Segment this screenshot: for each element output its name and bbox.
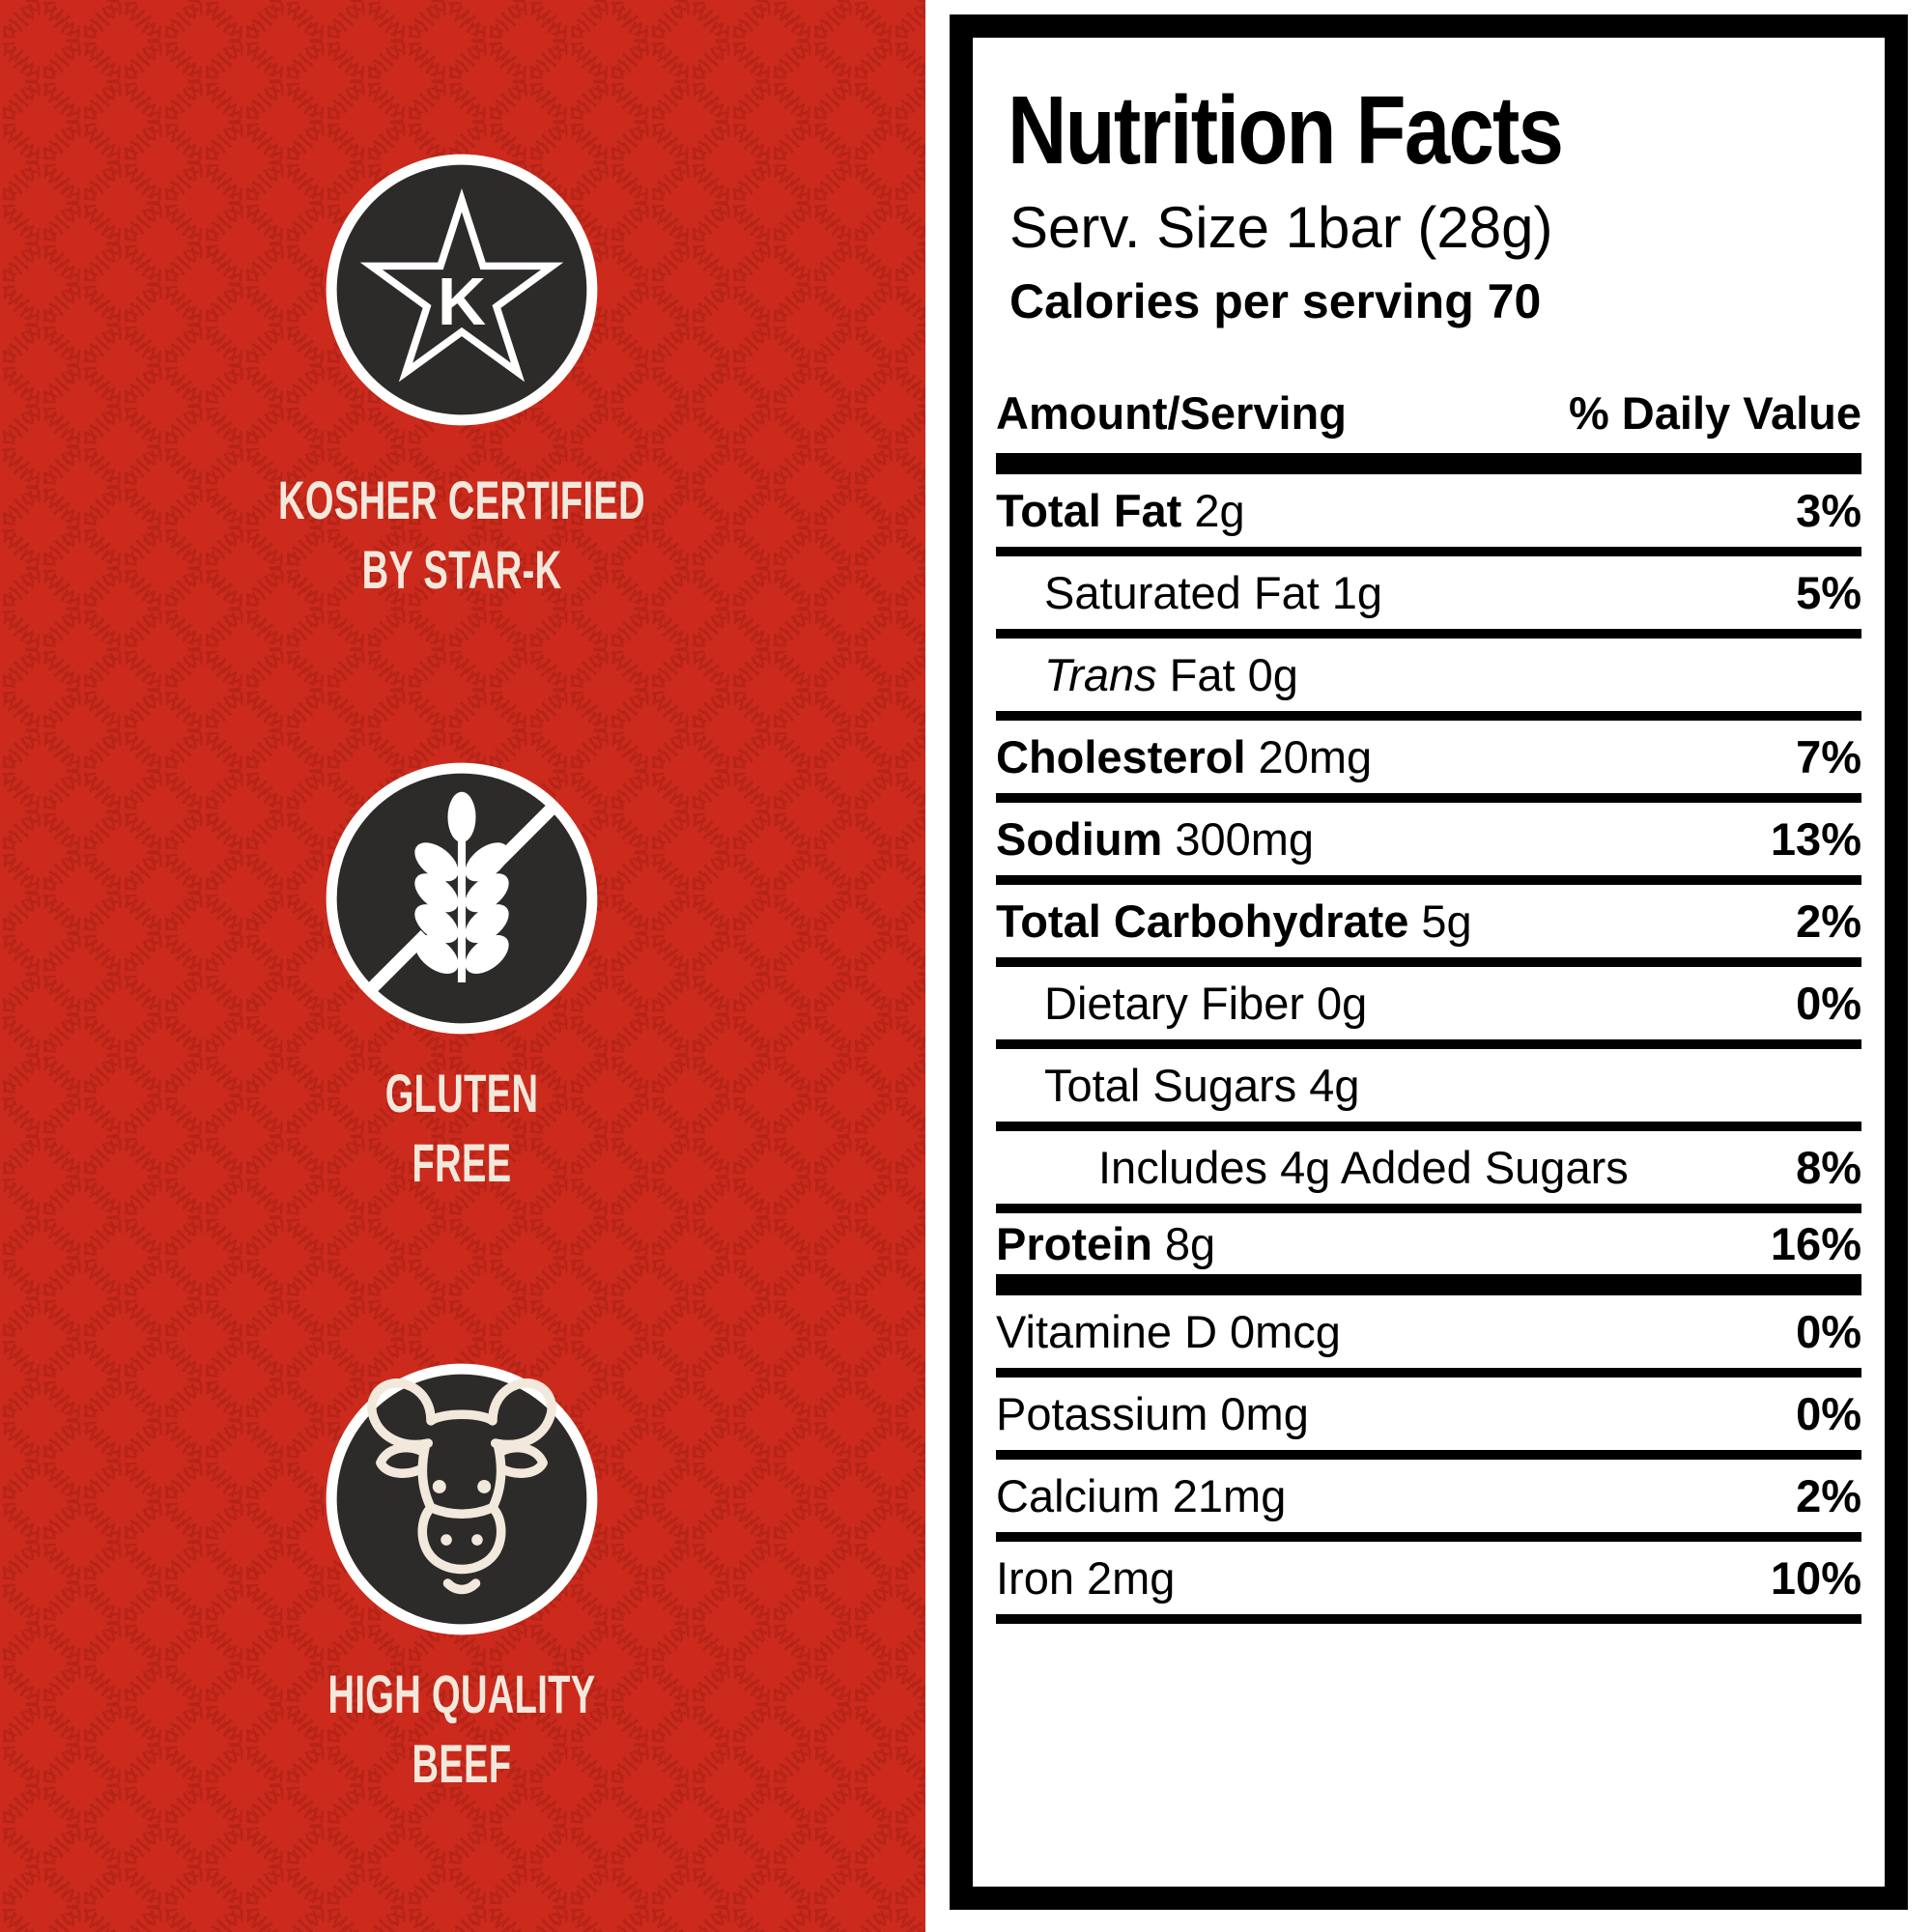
nutrient-amount: 0g [1247, 649, 1298, 700]
daily-value: 2% [1796, 895, 1861, 947]
beef-caption: HIGH QUALITY BEEF [166, 1660, 757, 1799]
nutrient-amount: 20mg [1258, 731, 1373, 782]
nutrient-name: Includes 4g Added Sugars [1098, 1142, 1629, 1193]
nutrient-amount: 4g [1309, 1060, 1360, 1111]
nutrition-facts-label: Nutrition Facts Serv. Size 1bar (28g) Ca… [950, 14, 1908, 1910]
calories-line: Calories per serving 70 [1009, 274, 1542, 328]
columns-header: Amount/Serving % Daily Value [996, 386, 1861, 440]
nutrient-name: Cholesterol [996, 731, 1246, 782]
nutrient-name: Vitamine D [996, 1306, 1218, 1357]
nutrient-name: Sodium [996, 813, 1163, 865]
nutrition-row-potassium: Potassium 0mg 0% [996, 1378, 1861, 1460]
gluten-caption-line1: GLUTEN [384, 1063, 539, 1123]
nutrition-row-cholesterol: Cholesterol 20mg 7% [996, 721, 1861, 803]
serving-size: Serv. Size 1bar (28g) [1009, 195, 1553, 260]
daily-value: 2% [1796, 1470, 1861, 1521]
nutrient-amount: 2mg [1087, 1552, 1176, 1604]
daily-value: 13% [1770, 813, 1861, 865]
nutrient-amount: 300mg [1175, 813, 1315, 865]
nutrient-name: Fat [1169, 649, 1236, 700]
gluten-free-icon [326, 762, 598, 1035]
kosher-badge: K [322, 150, 602, 430]
daily-value: 5% [1796, 567, 1861, 618]
nutrient-name: Potassium [996, 1388, 1208, 1439]
kosher-caption-line1: KOSHER CERTIFIED [278, 469, 645, 530]
header-divider-bar [996, 453, 1861, 474]
beef-caption-line1: HIGH QUALITY [327, 1663, 596, 1724]
star-outline [359, 187, 564, 383]
nutrient-name: Saturated Fat [1044, 567, 1320, 618]
nutrition-row-total-sugars: Total Sugars 4g [996, 1049, 1861, 1131]
daily-value: 8% [1796, 1142, 1861, 1193]
nutrition-row-vitamin-d: Vitamine D 0mcg 0% [996, 1295, 1861, 1378]
nutrient-amount: 2g [1194, 485, 1245, 536]
nutrient-amount: 8g [1164, 1218, 1216, 1269]
nutrient-name: Dietary Fiber [1044, 978, 1305, 1029]
nutrient-name: Iron [996, 1552, 1074, 1604]
nutrient-amount: 0mcg [1230, 1306, 1341, 1357]
no-slash-icon [367, 804, 556, 993]
star-k-icon: K [326, 154, 598, 426]
daily-value: 7% [1796, 731, 1861, 782]
nutrition-row-total-carbohydrate: Total Carbohydrate 5g 2% [996, 885, 1861, 967]
nutrient-amount: 5g [1421, 895, 1472, 947]
nutrition-row-total-fat: Total Fat 2g 3% [996, 474, 1861, 556]
nutrient-amount: 0mg [1220, 1388, 1309, 1439]
nutrient-name: Total Sugars [1044, 1060, 1297, 1111]
nutrition-row-trans-fat: Trans Fat 0g [996, 639, 1861, 721]
amount-serving-header: Amount/Serving [996, 387, 1347, 439]
kosher-k-letter: K [438, 264, 486, 339]
gluten-free-badge [322, 758, 602, 1038]
gluten-free-caption: GLUTEN FREE [166, 1059, 757, 1198]
nutrition-row-sodium: Sodium 300mg 13% [996, 803, 1861, 885]
daily-value: 0% [1796, 978, 1861, 1029]
wheat-icon [414, 791, 509, 982]
nutrient-amount: 21mg [1172, 1470, 1287, 1521]
nutrition-row-calcium: Calcium 21mg 2% [996, 1460, 1861, 1542]
nutrient-name: Total Fat [996, 485, 1182, 536]
daily-value: 0% [1796, 1388, 1861, 1439]
bull-icon [326, 1363, 598, 1635]
daily-value-header: % Daily Value [1568, 387, 1861, 439]
kosher-caption: KOSHER CERTIFIED BY STAR-K [166, 466, 757, 605]
label-title: Nutrition Facts [1008, 76, 1564, 185]
kosher-caption-line2: BY STAR-K [361, 539, 562, 600]
nutrition-row-protein: Protein 8g 16% [996, 1213, 1861, 1295]
nutrition-row-added-sugars: Includes 4g Added Sugars 8% [996, 1131, 1861, 1213]
gluten-caption-line2: FREE [412, 1132, 512, 1193]
nutrient-name-italic: Trans [1044, 649, 1157, 700]
nutrient-name: Total Carbohydrate [996, 895, 1409, 947]
nutrition-row-iron: Iron 2mg 10% [996, 1542, 1861, 1624]
beef-caption-line2: BEEF [412, 1733, 512, 1794]
daily-value: 10% [1770, 1552, 1861, 1604]
daily-value: 0% [1796, 1306, 1861, 1357]
nutrition-row-saturated-fat: Saturated Fat 1g 5% [996, 556, 1861, 639]
daily-value: 16% [1770, 1218, 1861, 1269]
daily-value: 3% [1796, 485, 1861, 536]
beef-badge [322, 1359, 602, 1639]
badges-panel: K KOSHER CERTIFIED BY STAR-K [0, 0, 925, 1932]
nutrient-amount: 0g [1317, 978, 1368, 1029]
nutrient-amount: 1g [1331, 567, 1383, 618]
nutrient-name: Calcium [996, 1470, 1160, 1521]
nutrient-name: Protein [996, 1218, 1152, 1269]
nutrition-row-dietary-fiber: Dietary Fiber 0g 0% [996, 967, 1861, 1049]
